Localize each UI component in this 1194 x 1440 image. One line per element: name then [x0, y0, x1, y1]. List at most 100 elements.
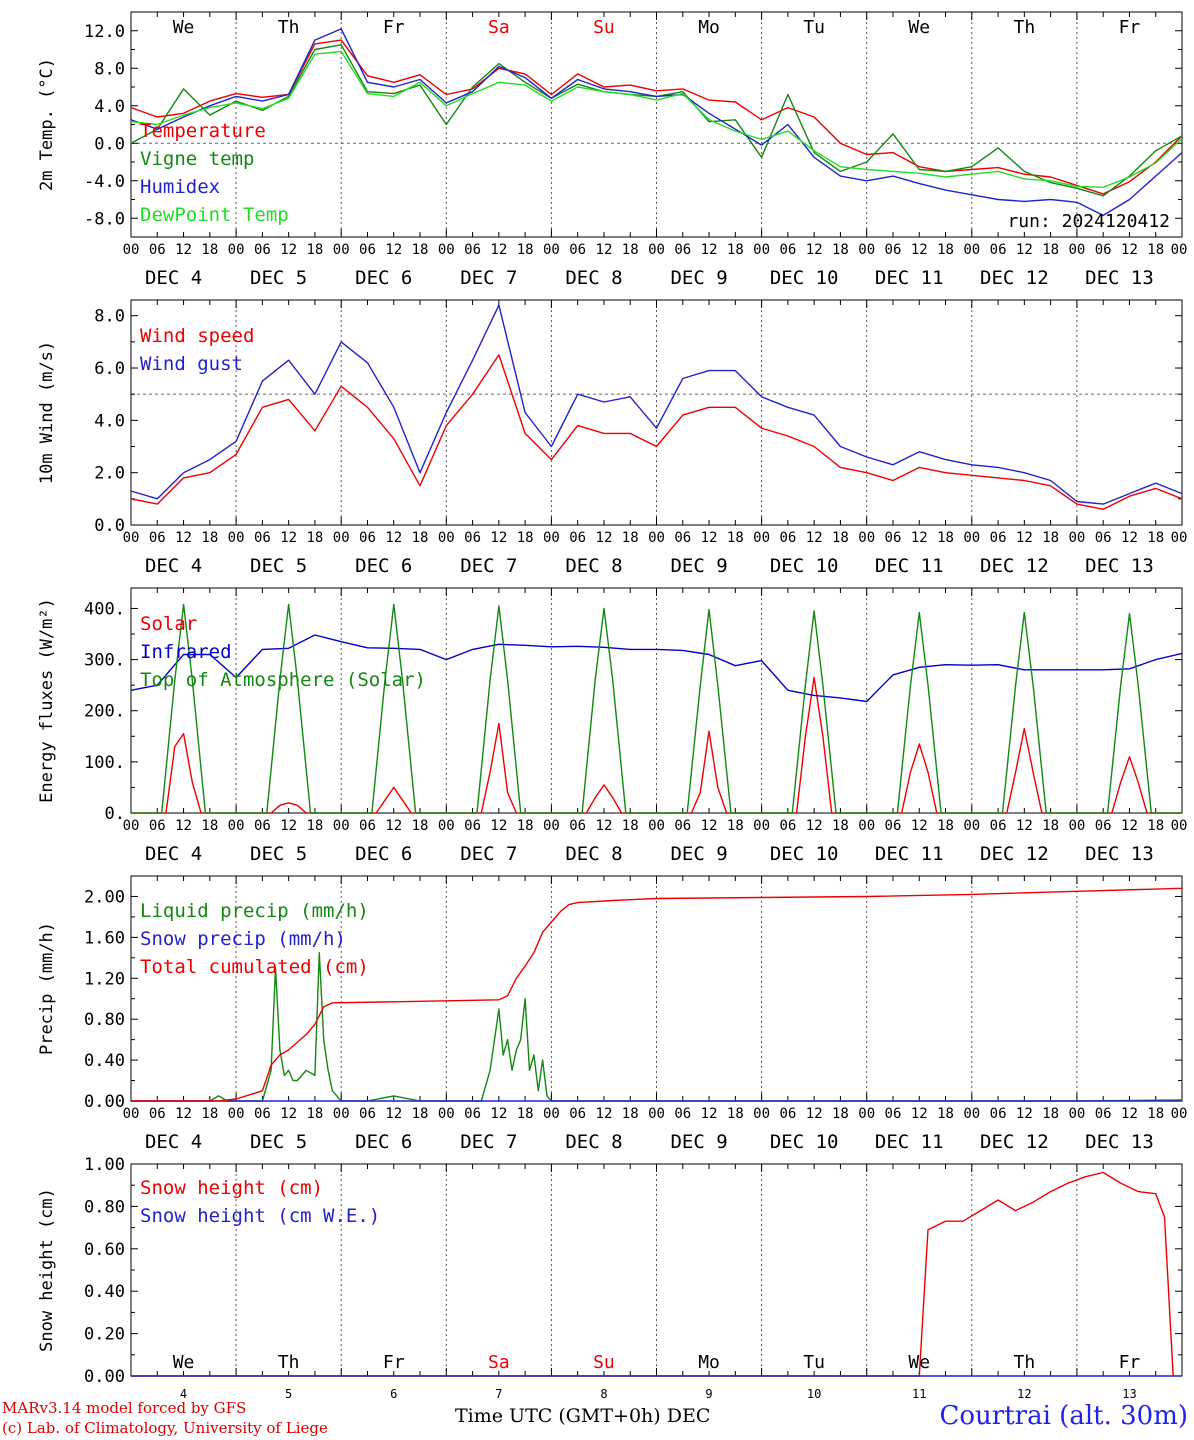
day-number-label: 11 [912, 1387, 926, 1401]
x-hour-label: 00 [438, 530, 455, 546]
time-axis-label: Time UTC (GMT+0h) [455, 1405, 661, 1427]
x-hour-label: 18 [517, 530, 534, 546]
footer-model: MARv3.14 model forced by GFS [2, 1399, 247, 1417]
weekday-label: Fr [1119, 1352, 1141, 1373]
x-hour-label: 18 [412, 530, 429, 546]
y-axis-label: Energy fluxes (W/m²) [37, 598, 57, 803]
y-tick-label: 1.00 [84, 1155, 125, 1175]
x-date-label: DEC 13 [1085, 555, 1154, 577]
x-hour-label: 06 [779, 530, 796, 546]
y-tick-label: 0.40 [84, 1051, 125, 1071]
x-hour-label: 18 [937, 530, 954, 546]
x-hour-label: 00 [1068, 530, 1085, 546]
x-hour-label: 00 [753, 242, 770, 258]
x-hour-label: 12 [806, 242, 823, 258]
x-hour-label: 12 [385, 242, 402, 258]
x-hour-label: 06 [569, 818, 586, 834]
x-hour-label: 00 [228, 1106, 245, 1122]
x-hour-label: 12 [1121, 818, 1138, 834]
x-hour-label: 06 [359, 242, 376, 258]
x-hour-label: 06 [149, 1106, 166, 1122]
x-hour-label: 06 [254, 818, 271, 834]
x-hour-label: 18 [937, 242, 954, 258]
x-hour-label: 00 [123, 1106, 140, 1122]
y-tick-label: 1.20 [84, 969, 125, 989]
x-hour-label: 12 [596, 242, 613, 258]
x-hour-label: 12 [1016, 242, 1033, 258]
legend-entry: Top of Atmosphere (Solar) [140, 669, 426, 691]
x-hour-label: 06 [464, 818, 481, 834]
x-hour-label: 12 [280, 242, 297, 258]
y-tick-label: 4.0 [94, 97, 125, 117]
panel-energy: 0. 100. 200. 300. 400. Energy fluxes (W/m²) So… [37, 587, 1187, 865]
series-line-solar [131, 676, 1182, 814]
x-hour-label: 06 [359, 1106, 376, 1122]
weekday-label: Th [278, 1352, 300, 1373]
y-tick-label: 0. [105, 804, 125, 824]
x-hour-label: 06 [149, 530, 166, 546]
y-tick-label: 8.0 [94, 307, 125, 327]
x-hour-label: 18 [937, 1106, 954, 1122]
x-hour-label: 18 [622, 818, 639, 834]
x-hour-label: 12 [1016, 1106, 1033, 1122]
x-date-label: DEC 13 [1085, 1131, 1154, 1153]
weekday-label: Fr [383, 1352, 405, 1373]
x-hour-label: 00 [123, 242, 140, 258]
x-hour-label: 12 [175, 1106, 192, 1122]
x-date-label: DEC 4 [145, 843, 202, 865]
x-hour-label: 18 [622, 242, 639, 258]
x-hour-label: 12 [596, 1106, 613, 1122]
x-hour-label: 18 [201, 818, 218, 834]
series-line-wind-speed [130, 354, 1183, 510]
x-date-label: DEC 7 [460, 555, 517, 577]
x-date-label: DEC 8 [565, 267, 622, 289]
x-date-label: DEC 11 [875, 843, 944, 865]
x-hour-label: 06 [149, 242, 166, 258]
y-tick-label: 2.0 [94, 464, 125, 484]
x-hour-label: 18 [306, 530, 323, 546]
x-hour-label: 06 [464, 1106, 481, 1122]
x-hour-label: 12 [701, 242, 718, 258]
x-date-label: DEC 9 [670, 555, 727, 577]
x-hour-label: 12 [596, 530, 613, 546]
x-hour-label: 12 [175, 818, 192, 834]
legend-entry: Total cumulated (cm) [140, 956, 369, 978]
weekday-label: We [173, 17, 195, 38]
x-hour-label: 00 [1171, 242, 1188, 258]
weekday-label: Tu [803, 1352, 825, 1373]
weekday-label: Sa [488, 1352, 510, 1373]
x-hour-label: 18 [727, 530, 744, 546]
x-hour-label: 00 [228, 242, 245, 258]
y-tick-label: 1.60 [84, 928, 125, 948]
series-line-snow-height-cm [131, 1171, 1174, 1377]
y-tick-label: 200. [84, 702, 125, 722]
x-hour-label: 06 [1095, 242, 1112, 258]
series-line-temperature [130, 39, 1183, 195]
weekday-label: Tu [803, 17, 825, 38]
x-hour-label: 06 [464, 530, 481, 546]
x-hour-label: 12 [1121, 242, 1138, 258]
x-hour-label: 12 [385, 818, 402, 834]
y-axis-label: Snow height (cm) [37, 1188, 57, 1352]
series-line-infrared [130, 634, 1183, 703]
x-hour-label: 00 [228, 530, 245, 546]
x-date-label: DEC 12 [980, 1131, 1049, 1153]
series-line-total-cumulated-cm [131, 887, 1183, 1102]
x-hour-label: 06 [779, 818, 796, 834]
weekday-label: Su [593, 17, 615, 38]
x-hour-label: 18 [832, 818, 849, 834]
x-date-label: DEC 6 [355, 555, 412, 577]
weekday-label: Th [1014, 17, 1036, 38]
x-hour-label: 00 [123, 818, 140, 834]
y-axis-label: Precip (mm/h) [37, 922, 57, 1055]
x-hour-label: 12 [280, 530, 297, 546]
x-hour-label: 06 [359, 530, 376, 546]
x-hour-label: 00 [753, 530, 770, 546]
y-tick-label: 0.00 [84, 1367, 125, 1387]
x-hour-label: 12 [701, 818, 718, 834]
x-hour-label: 00 [1171, 530, 1188, 546]
x-hour-label: 18 [727, 242, 744, 258]
x-hour-label: 00 [228, 818, 245, 834]
panel-precip: 0.00 0.40 0.80 1.20 1.60 2.00 Precip (mm/h) Liq… [37, 875, 1187, 1153]
legend-entry: Snow height (cm) [140, 1177, 323, 1199]
